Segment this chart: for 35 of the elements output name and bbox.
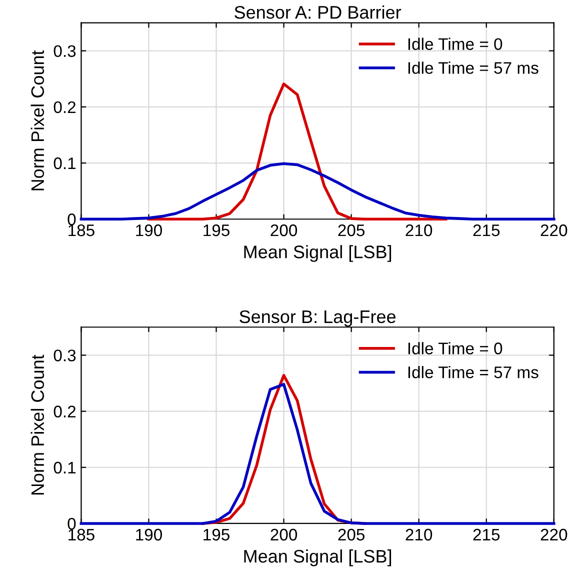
legend-label: Idle Time = 57 ms <box>408 366 538 378</box>
x-tick-label: 185 <box>68 528 94 541</box>
y-axis-title: Norm Pixel Count <box>30 50 44 190</box>
y-tick-label: 0.1 <box>54 157 76 170</box>
x-tick-label: 205 <box>338 224 365 236</box>
legend-label: Idle Time = 0 <box>408 342 502 354</box>
legend-label: Idle Time = 0 <box>408 38 502 50</box>
x-axis-title: Mean Signal [LSB] <box>244 245 392 262</box>
legend-label: Idle Time = 57 ms <box>408 62 538 74</box>
x-tick-label: 220 <box>540 528 568 541</box>
x-tick-label: 200 <box>270 224 298 236</box>
x-tick-label: 190 <box>136 528 162 541</box>
x-axis-title: Mean Signal [LSB] <box>244 549 392 566</box>
x-tick-label: 190 <box>136 224 162 236</box>
x-tick-label: 185 <box>68 224 94 236</box>
x-tick-label: 205 <box>338 528 365 541</box>
x-tick-label: 195 <box>204 224 230 236</box>
line-series <box>147 82 448 221</box>
x-tick-label: 200 <box>270 528 298 541</box>
y-tick-label: 0.2 <box>54 406 76 418</box>
y-tick-label: 0 <box>68 214 76 226</box>
chart-title: Sensor A: PD Barrier <box>234 6 402 19</box>
x-tick-label: 220 <box>540 224 568 236</box>
chart-title: Sensor B: Lag-Free <box>240 310 396 327</box>
y-tick-label: 0.2 <box>54 101 76 114</box>
x-tick-label: 215 <box>473 224 500 236</box>
x-tick-label: 195 <box>204 528 230 541</box>
y-tick-label: 0 <box>68 518 76 530</box>
x-tick-label: 210 <box>406 224 432 236</box>
y-tick-label: 0.3 <box>54 45 76 58</box>
y-axis-title: Norm Pixel Count <box>30 354 44 495</box>
x-tick-label: 215 <box>473 528 500 541</box>
x-tick-label: 210 <box>406 528 432 541</box>
y-tick-label: 0.3 <box>54 350 76 362</box>
y-tick-label: 0.1 <box>54 462 76 474</box>
